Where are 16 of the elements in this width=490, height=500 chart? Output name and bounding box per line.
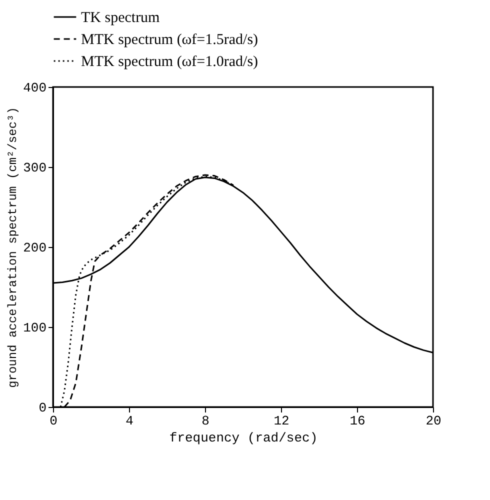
x-tick-label: 20 (426, 414, 442, 428)
legend-label: MTK spectrum (ωf=1.5rad/s) (81, 32, 258, 48)
legend-label: MTK spectrum (ωf=1.0rad/s) (81, 54, 258, 70)
x-tick-label: 4 (126, 414, 134, 428)
y-tick-label: 300 (23, 160, 46, 176)
x-tick-label: 12 (274, 414, 290, 428)
y-tick-label: 200 (23, 240, 46, 256)
y-tick-label: 400 (23, 80, 46, 96)
y-axis-title: ground acceleration spectrum (cm²/sec³) (6, 107, 20, 388)
y-tick-label: 0 (38, 400, 46, 416)
x-tick-label: 8 (202, 414, 210, 428)
legend-label: TK spectrum (81, 10, 160, 26)
x-axis-title: frequency (rad/sec) (169, 430, 318, 446)
y-tick-label: 100 (23, 320, 46, 336)
x-tick-label: 16 (350, 414, 366, 428)
x-tick-label: 0 (50, 414, 58, 428)
